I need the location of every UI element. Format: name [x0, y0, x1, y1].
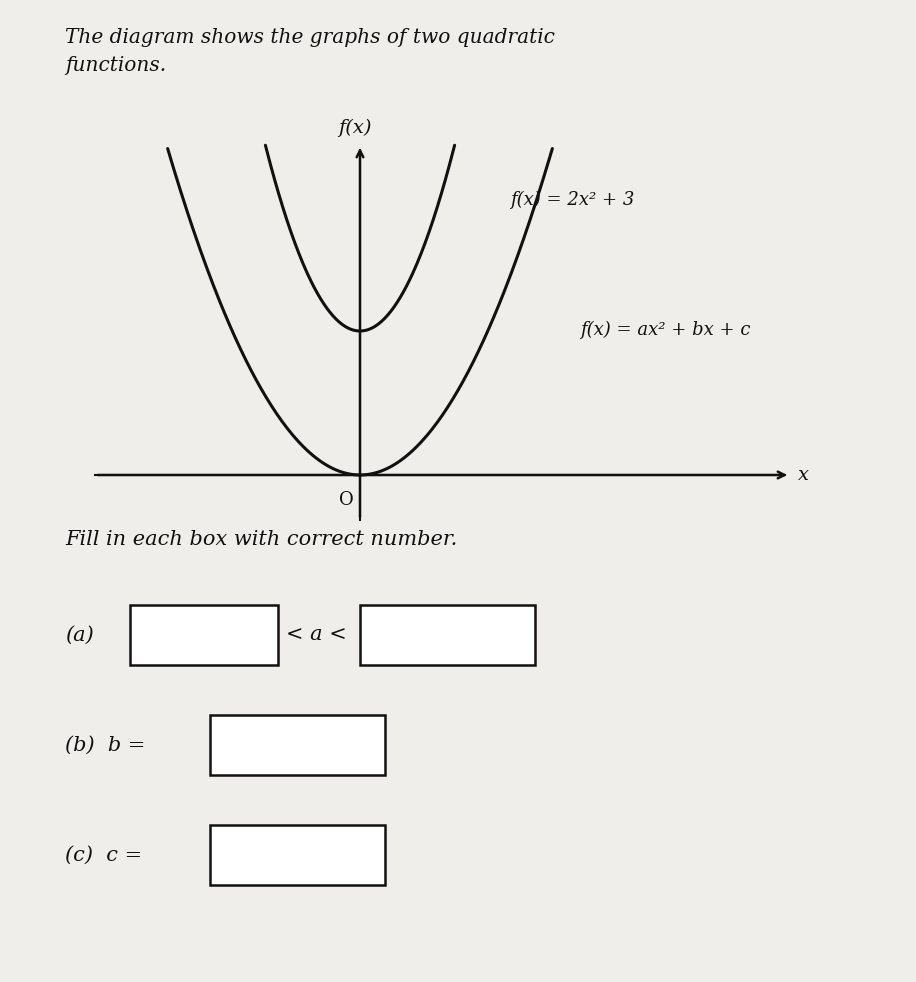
Text: Fill in each box with correct number.: Fill in each box with correct number.	[65, 530, 457, 549]
Bar	[360, 605, 535, 665]
Text: f(x) = 2x² + 3: f(x) = 2x² + 3	[510, 191, 635, 209]
Text: (a): (a)	[65, 626, 93, 644]
Text: < a <: < a <	[286, 626, 347, 644]
Text: (b)  b =: (b) b =	[65, 736, 146, 754]
Bar	[210, 825, 385, 885]
Text: The diagram shows the graphs of two quadratic
functions.: The diagram shows the graphs of two quad…	[65, 28, 555, 75]
Text: f(x): f(x)	[338, 119, 372, 137]
Text: (c)  c =: (c) c =	[65, 846, 142, 864]
Text: f(x) = ax² + bx + c: f(x) = ax² + bx + c	[580, 321, 750, 339]
Text: O: O	[339, 491, 354, 509]
Bar	[210, 715, 385, 775]
Bar	[130, 605, 278, 665]
Text: x: x	[798, 466, 809, 484]
